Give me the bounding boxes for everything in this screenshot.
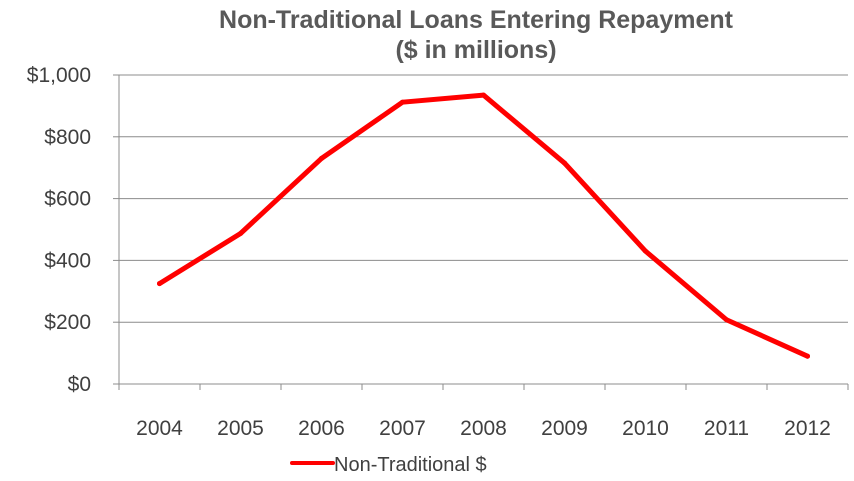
x-tick-label: 2011 [704, 417, 749, 440]
y-axis-tick-labels: $0 $200 $400 $600 $800 $1,000 [27, 64, 91, 396]
data-point [157, 281, 162, 287]
y-tick-label: $200 [44, 311, 91, 334]
gridlines [119, 74, 848, 323]
series-lines [157, 92, 810, 359]
x-tick-label: 2008 [460, 417, 507, 440]
data-point [319, 155, 324, 161]
chart-title: Non-Traditional Loans Entering Repayment [219, 6, 734, 34]
legend: Non-Traditional $ [290, 454, 487, 476]
data-point [562, 160, 567, 166]
axes [113, 74, 849, 390]
legend-label: Non-Traditional $ [334, 454, 487, 476]
x-tick-label: 2012 [784, 417, 831, 440]
y-tick-label: $800 [44, 126, 91, 149]
x-tick-label: 2009 [541, 417, 588, 440]
x-tick-label: 2006 [298, 417, 345, 440]
y-tick-label: $0 [68, 373, 91, 396]
y-tick-label: $400 [44, 249, 91, 272]
data-point [643, 248, 648, 254]
x-tick-label: 2005 [217, 417, 264, 440]
data-point [400, 99, 405, 105]
series-line [157, 92, 810, 359]
data-point [238, 231, 243, 237]
data-point [481, 92, 486, 98]
x-tick-label: 2004 [136, 417, 183, 440]
x-tick-label: 2010 [622, 417, 669, 440]
x-tick-label: 2007 [379, 417, 426, 440]
chart-subtitle: ($ in millions) [395, 36, 556, 64]
x-axis-tick-labels: 2004 2005 2006 2007 2008 2009 2010 2011 2012 [136, 417, 831, 440]
data-point [805, 353, 810, 359]
data-point [724, 317, 729, 323]
y-tick-label: $600 [44, 188, 91, 211]
y-tick-label: $1,000 [27, 64, 91, 87]
